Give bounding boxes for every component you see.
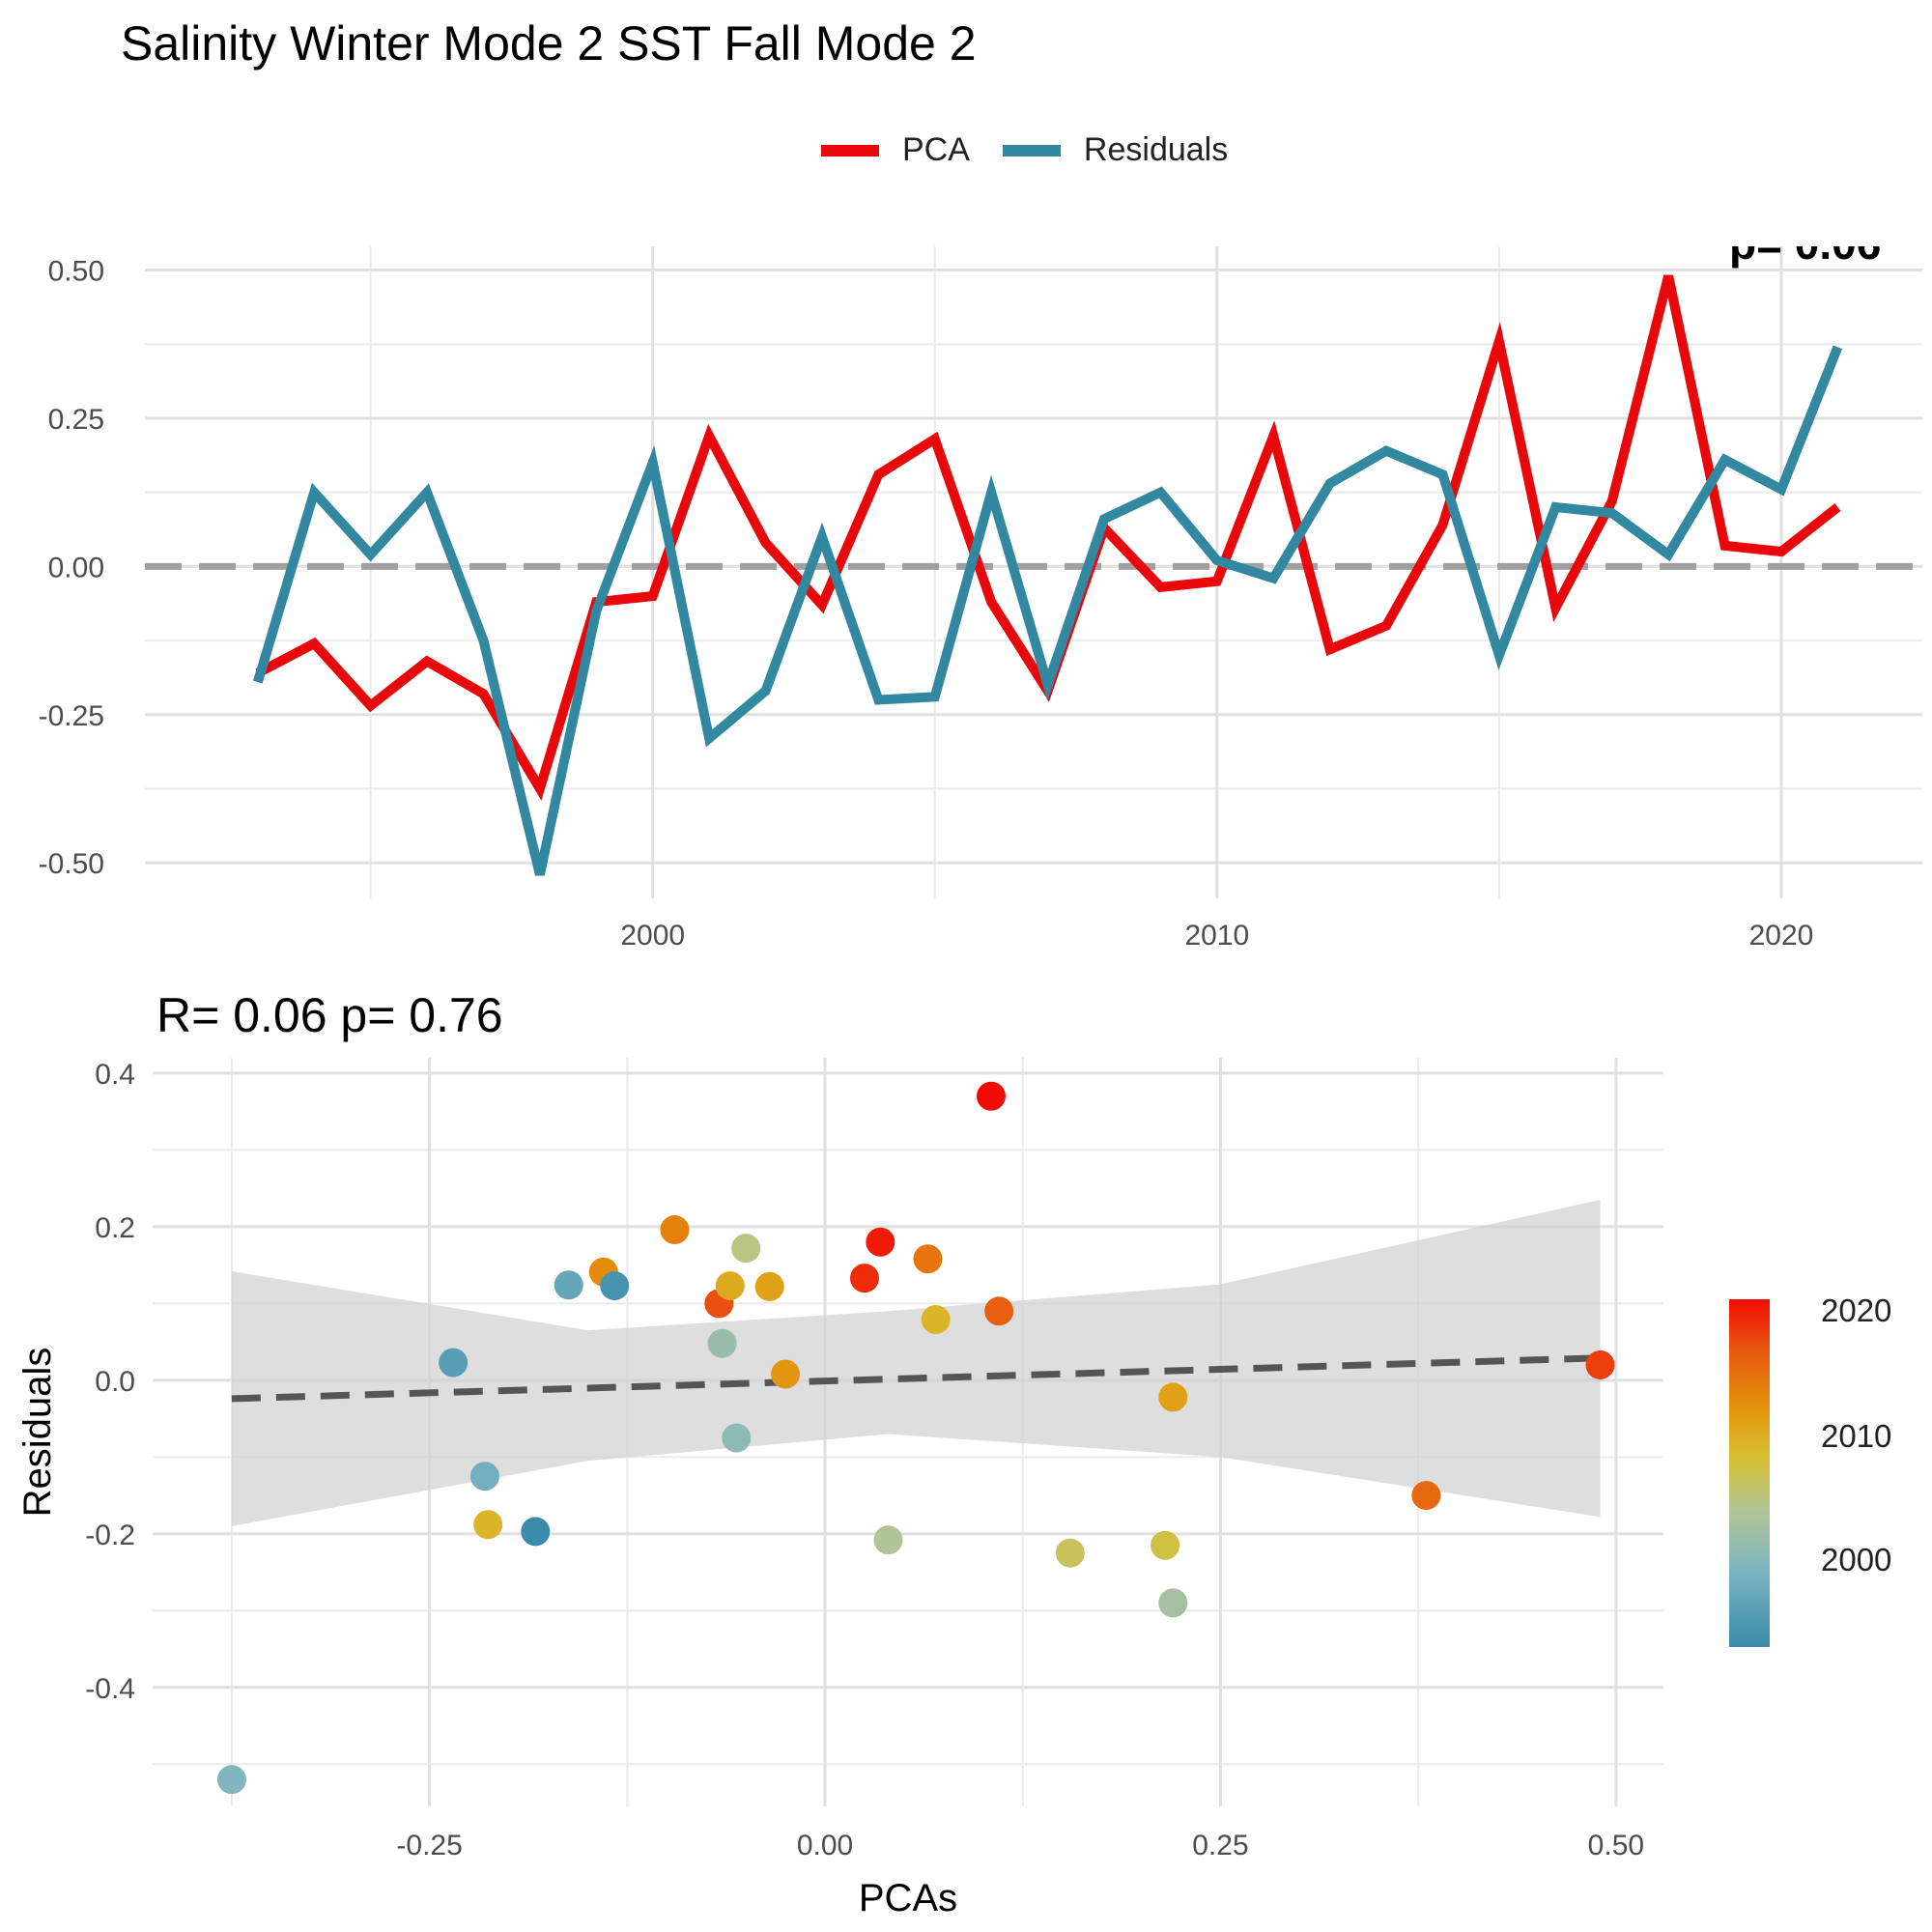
x-tick-label: 0.50 <box>1588 1830 1644 1861</box>
x-tick-label: 2020 <box>1749 920 1814 952</box>
y-tick-label: 0.50 <box>48 256 104 288</box>
clip-cover <box>1642 193 1932 246</box>
y-axis-title: Residuals <box>16 1348 59 1518</box>
x-tick-label: 2010 <box>1184 920 1249 952</box>
scatter-panel: 0.4 0.2 0.0 -0.2 -0.4 -0.25 0.00 0.25 0.50 PCAs Re… <box>16 1058 1663 1919</box>
x-tick-label: 0.25 <box>1192 1830 1248 1861</box>
y-tick-label: -0.25 <box>39 700 104 732</box>
scatter-point <box>1158 1382 1188 1412</box>
legend-label-residuals: Residuals <box>1083 131 1229 168</box>
scatter-point <box>469 1462 499 1492</box>
series-line-pca <box>255 274 1841 801</box>
x-tick-label: 2000 <box>620 920 685 952</box>
scatter-point <box>554 1270 583 1300</box>
legend-item-residuals: Residuals <box>1002 131 1229 169</box>
scatter-point <box>1585 1350 1615 1379</box>
time-series-panel: 0.500.250.00-0.25-0.50200020102020p= 0.0… <box>39 193 1932 952</box>
scatter-title: R= 0.06 p= 0.76 <box>156 988 503 1042</box>
x-tick-label: 0.00 <box>797 1830 853 1861</box>
scatter-point <box>771 1359 801 1389</box>
chart-title: Salinity Winter Mode 2 SST Fall Mode 2 <box>121 16 977 71</box>
y-tick-label: 0.2 <box>95 1212 135 1244</box>
y-tick-label: -0.2 <box>85 1520 135 1551</box>
scatter-point <box>1158 1588 1188 1618</box>
scatter-point <box>473 1510 503 1540</box>
confidence-band <box>231 1200 1601 1526</box>
scatter-point <box>707 1328 737 1358</box>
colorbar-label-2020: 2020 <box>1821 1293 1892 1328</box>
y-tick-label: 0.4 <box>95 1059 135 1091</box>
y-tick-label: -0.4 <box>85 1673 135 1705</box>
scatter-point <box>521 1517 551 1547</box>
scatter-point <box>216 1765 246 1795</box>
scatter-point <box>439 1348 469 1378</box>
scatter-point <box>722 1423 752 1453</box>
x-axis-title: PCAs <box>859 1877 957 1919</box>
series-line-residuals <box>253 345 1843 876</box>
legend-label-pca: PCA <box>902 131 970 168</box>
legend-swatch-residuals <box>1002 144 1061 156</box>
scatter-point <box>1055 1538 1085 1568</box>
scatter-point <box>976 1081 1006 1111</box>
scatter-point <box>715 1271 745 1301</box>
regression-line <box>231 1354 1601 1403</box>
x-tick-label: -0.25 <box>396 1830 462 1861</box>
legend: PCA Residuals <box>821 131 1261 169</box>
scatter-point <box>660 1215 690 1245</box>
y-tick-label: 0.00 <box>48 552 104 583</box>
colorbar-label-2000: 2000 <box>1821 1542 1892 1577</box>
scatter-point <box>849 1264 879 1293</box>
scatter-point <box>731 1234 761 1264</box>
y-tick-label: 0.0 <box>95 1366 135 1398</box>
legend-item-pca: PCA <box>821 131 970 169</box>
colorbar-label-2010: 2010 <box>1821 1418 1892 1454</box>
y-tick-label: -0.50 <box>39 848 104 880</box>
y-tick-label: 0.25 <box>48 404 104 436</box>
scatter-point <box>866 1227 895 1257</box>
colorbar <box>1729 1299 1770 1647</box>
legend-swatch-pca <box>821 144 879 156</box>
scatter-point <box>1151 1530 1180 1560</box>
scatter-point <box>913 1244 943 1274</box>
scatter-point <box>754 1271 784 1301</box>
scatter-point <box>984 1296 1014 1326</box>
scatter-point <box>873 1525 903 1555</box>
scatter-point <box>921 1305 951 1335</box>
scatter-point <box>1411 1481 1441 1511</box>
scatter-point <box>600 1271 630 1301</box>
